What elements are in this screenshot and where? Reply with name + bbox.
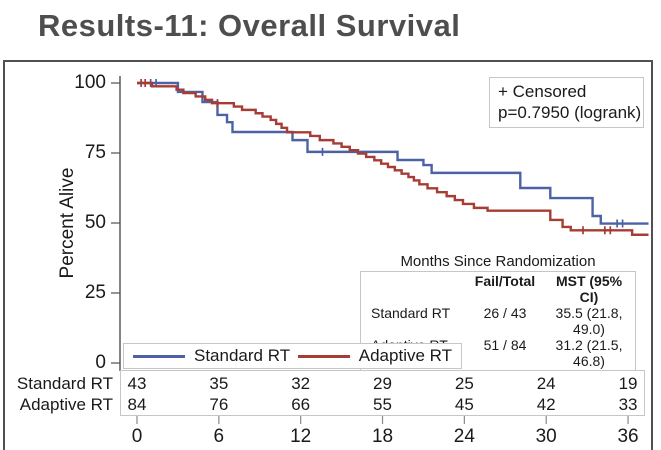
standard-rt-line-swatch [133, 354, 185, 358]
at-risk-count: 25 [454, 374, 474, 393]
legend-label: Adaptive RT [358, 346, 452, 365]
x-tick-label: 30 [535, 426, 557, 447]
x-axis-title: Months Since Randomization [400, 253, 596, 270]
at-risk-count: 24 [536, 374, 556, 393]
x-tick-label: 0 [131, 426, 143, 447]
at-risk-count: 76 [209, 395, 229, 414]
stats-mst: 31.2 (21.5, 46.8) [555, 337, 623, 369]
at-risk-count: 29 [373, 374, 392, 393]
censor-mark [141, 79, 150, 87]
at-risk-count: 32 [291, 374, 311, 393]
at-risk-table-frame [120, 370, 645, 416]
y-tick-label: 25 [84, 282, 106, 303]
series-legend: Standard RT Adaptive RT [123, 343, 462, 369]
legend-label: Standard RT [194, 346, 291, 365]
legend-item-standard-rt: Standard RT [133, 346, 290, 366]
censor-mark [579, 226, 588, 235]
y-tick-label: 75 [84, 142, 106, 163]
stats-row-label: Standard RT [371, 305, 451, 321]
stats-col-failtotal: Fail/Total [474, 273, 536, 289]
stats-col-empty [361, 273, 467, 305]
censor-mark [606, 226, 615, 235]
y-tick-label: 50 [84, 212, 106, 233]
at-risk-row-label: Adaptive RT [19, 395, 113, 414]
at-risk-row-label: Standard RT [16, 374, 113, 393]
at-risk-count: 66 [291, 395, 311, 414]
at-risk-count: 43 [127, 374, 147, 393]
at-risk-count: 33 [618, 395, 638, 414]
page-title: Results-11: Overall Survival [38, 8, 461, 43]
x-tick-label: 12 [290, 426, 312, 447]
at-risk-count: 19 [618, 374, 638, 393]
censor-mark [618, 219, 627, 228]
stats-failtotal: 51 / 84 [483, 337, 527, 353]
at-risk-count: 55 [373, 395, 392, 414]
censor-mark [318, 147, 327, 156]
legend-item-adaptive-rt: Adaptive RT [297, 346, 452, 366]
stats-mst: 35.5 (21.8, 49.0) [555, 305, 623, 337]
censored-legend-label: + Censored [498, 82, 587, 101]
x-tick-label: 6 [213, 426, 225, 447]
at-risk-count: 42 [536, 395, 556, 414]
x-tick-label: 36 [617, 426, 639, 447]
at-risk-count: 35 [209, 374, 229, 393]
stats-col-mst: MST (95% CI) [555, 273, 623, 305]
x-tick-label: 18 [371, 426, 394, 447]
y-tick-label: 100 [74, 72, 106, 93]
adaptive-rt-line-swatch [297, 354, 350, 358]
at-risk-count: 45 [454, 395, 474, 414]
at-risk-count: 84 [127, 395, 147, 414]
censor-mark [213, 99, 222, 108]
logrank-pvalue: p=0.7950 (logrank) [498, 103, 642, 122]
x-tick-label: 24 [453, 426, 475, 447]
survival-curve-adaptive-rt [137, 81, 649, 236]
y-tick-label: 0 [95, 352, 106, 373]
pvalue-annotation-box: + Censored p=0.7950 (logrank) [489, 77, 644, 128]
stats-failtotal: 26 / 43 [483, 305, 527, 321]
